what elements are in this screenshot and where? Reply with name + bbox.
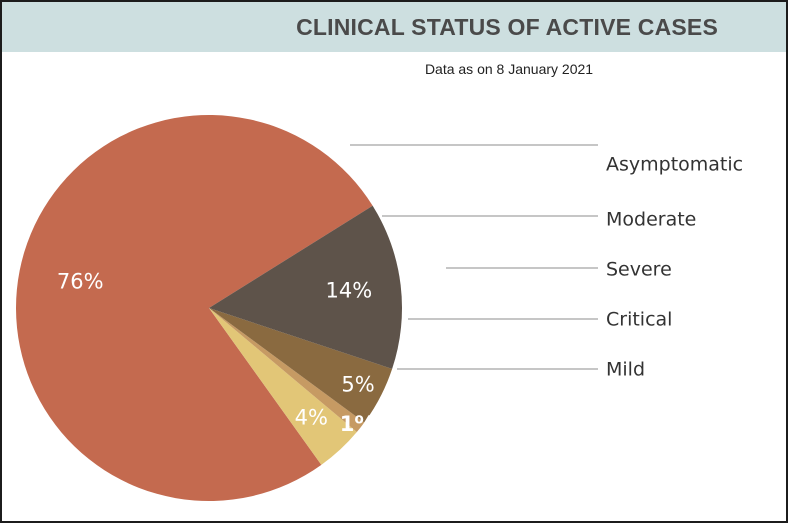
legend-label-asymptomatic: Asymptomatic — [606, 154, 743, 176]
slice-label-mild: 14% — [326, 278, 373, 302]
pie-slice-severe — [209, 308, 365, 433]
legend-label-moderate: Moderate — [606, 209, 696, 231]
slice-label-severe: 1% — [340, 412, 376, 436]
slice-label-critical: 5% — [341, 372, 374, 396]
legend-label-critical: Critical — [606, 309, 672, 331]
pie-slice-moderate — [209, 308, 357, 465]
legend-label-severe: Severe — [606, 259, 672, 281]
slice-label-moderate: 4% — [295, 405, 328, 429]
title-bar — [2, 2, 786, 52]
chart-subtitle: Data as on 8 January 2021 — [424, 61, 594, 77]
pie-slice-mild — [209, 205, 402, 369]
legend-label-mild: Mild — [606, 359, 645, 381]
pie-slice-critical — [209, 308, 393, 423]
pie-slice-asymptomatic — [15, 115, 373, 501]
chart-title: CLINICAL STATUS OF ACTIVE CASES — [296, 14, 718, 40]
slice-label-asymptomatic: 76% — [57, 270, 104, 294]
